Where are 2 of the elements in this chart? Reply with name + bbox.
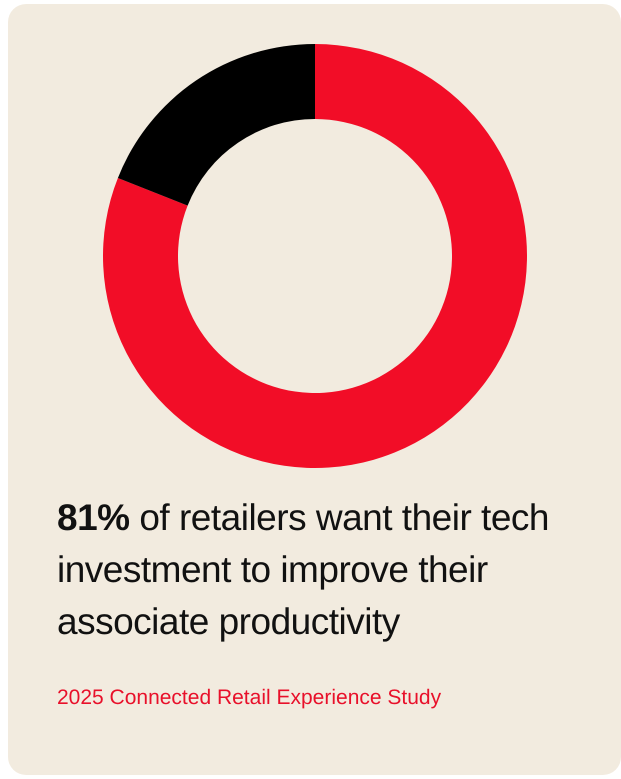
text: 2025 Connected Retail Experience Study [57,686,442,710]
text: 81% of retailers want their tech investment to improve their associate productivity [57,496,550,644]
